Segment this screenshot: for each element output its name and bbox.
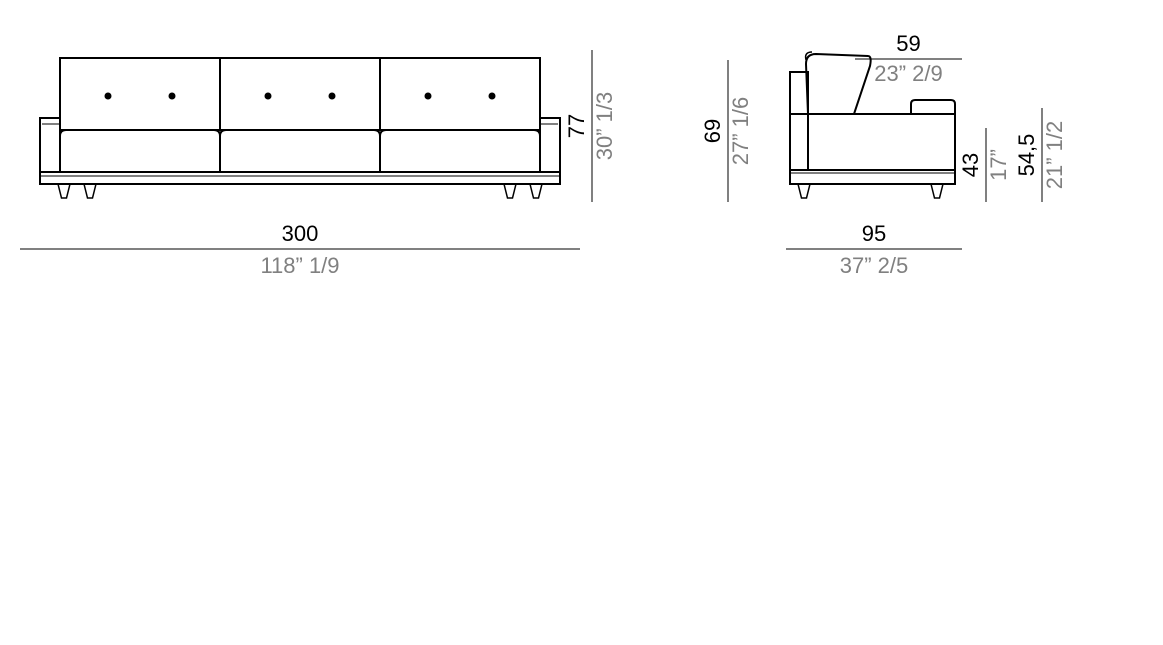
svg-text:27” 1/6: 27” 1/6 bbox=[728, 97, 753, 166]
svg-text:43: 43 bbox=[958, 153, 983, 177]
svg-text:30” 1/3: 30” 1/3 bbox=[592, 92, 617, 161]
svg-text:54,5: 54,5 bbox=[1014, 134, 1039, 177]
svg-text:37” 2/5: 37” 2/5 bbox=[840, 253, 909, 278]
sofa-front-view bbox=[40, 58, 560, 198]
svg-text:17”: 17” bbox=[986, 149, 1011, 181]
svg-text:300: 300 bbox=[282, 221, 319, 246]
svg-text:95: 95 bbox=[862, 221, 886, 246]
svg-text:69: 69 bbox=[700, 119, 725, 143]
svg-text:118” 1/9: 118” 1/9 bbox=[260, 253, 339, 278]
svg-text:77: 77 bbox=[564, 114, 589, 138]
svg-text:23” 2/9: 23” 2/9 bbox=[874, 61, 943, 86]
svg-text:59: 59 bbox=[896, 31, 920, 56]
svg-text:21” 1/2: 21” 1/2 bbox=[1042, 121, 1067, 190]
